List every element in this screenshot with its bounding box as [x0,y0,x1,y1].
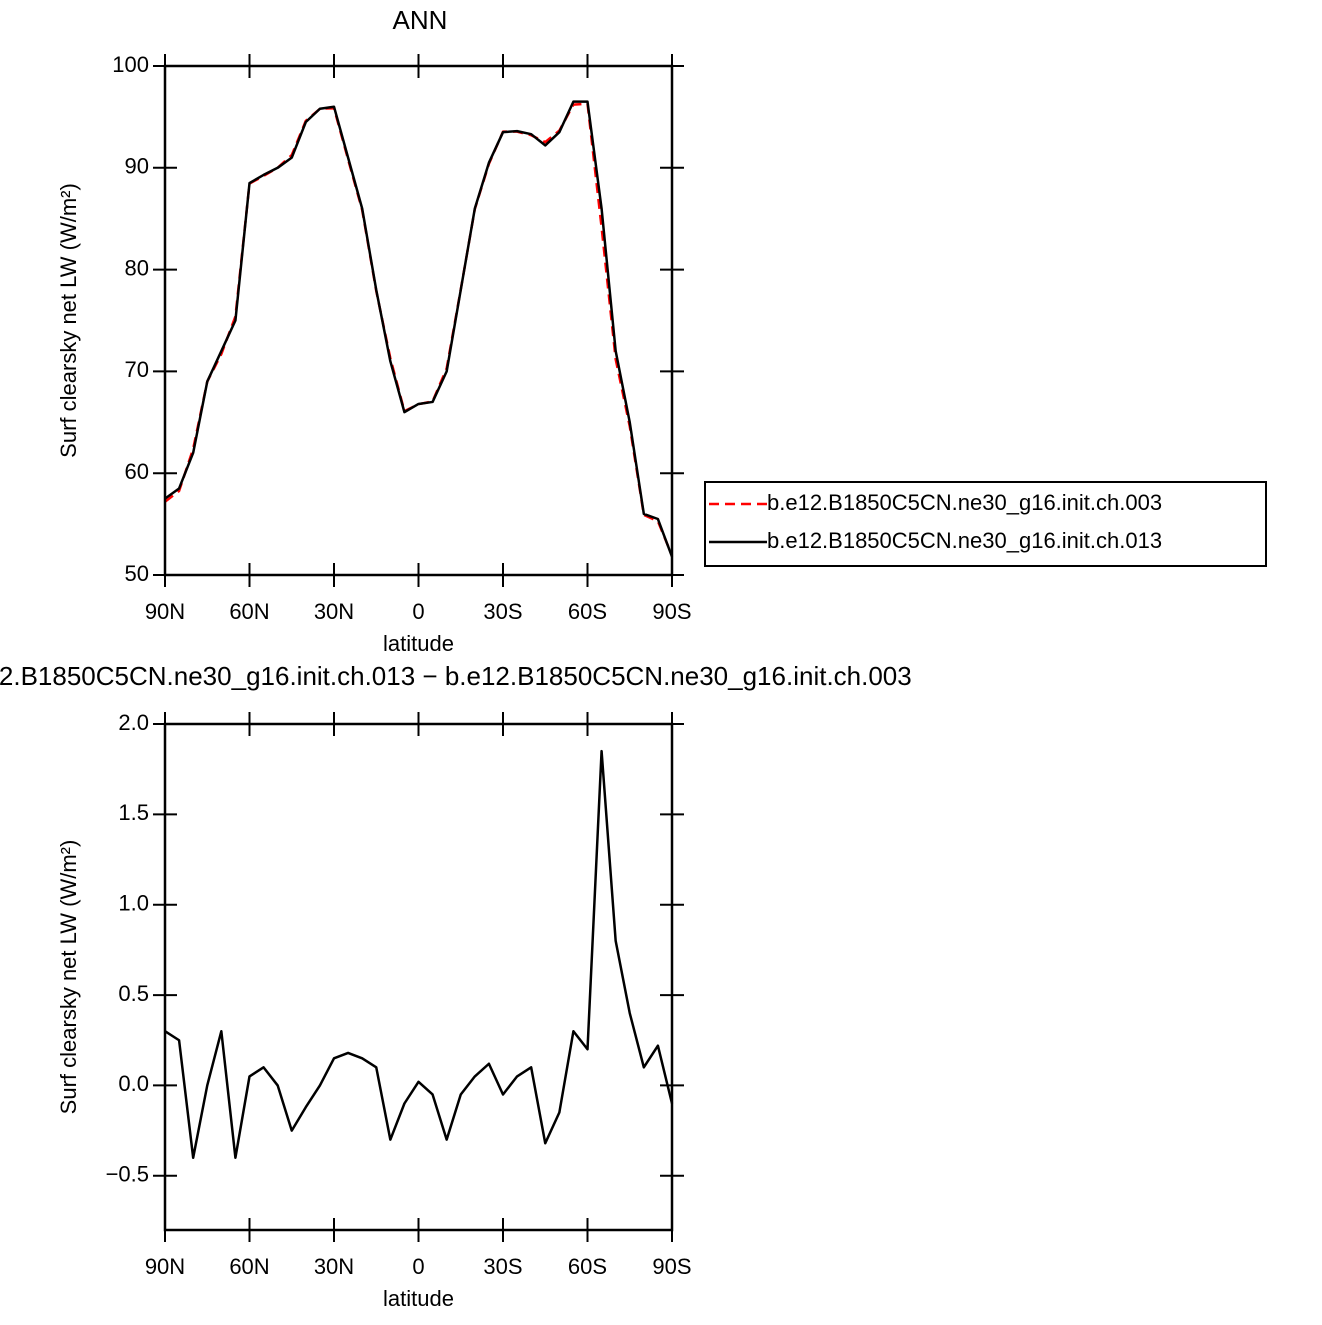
y-tick-label: 2.0 [118,710,149,735]
x-tick-label: 60S [568,599,607,624]
x-tick-label: 90S [652,1254,691,1279]
chart-title: ANN [393,5,448,35]
y-tick-label: 1.0 [118,891,149,916]
x-axis-label: latitude [383,631,454,656]
legend-label: b.e12.B1850C5CN.ne30_g16.init.ch.003 [767,490,1162,515]
x-tick-label: 30S [483,599,522,624]
x-tick-label: 30N [314,1254,354,1279]
line [164,749,674,1159]
x-tick-label: 90S [652,599,691,624]
y-tick-label: 50 [125,561,149,586]
x-tick-label: 30N [314,599,354,624]
y-tick-label: 60 [125,459,149,484]
y-tick-label: 0.5 [118,981,149,1006]
x-tick-label: 0 [412,1254,424,1279]
y-tick-label: 70 [125,357,149,382]
x-tick-label: 0 [412,599,424,624]
x-tick-label: 60N [229,1254,269,1279]
line [164,100,674,558]
x-tick-label: 90N [145,599,185,624]
x-tick-label: 30S [483,1254,522,1279]
x-axis-label: latitude [383,1286,454,1311]
y-axis-label: Surf clearsky net LW (W/m²) [56,840,81,1115]
x-tick-label: 60N [229,599,269,624]
plot-frame [163,722,674,1232]
chart-title: b.e12.B1850C5CN.ne30_g16.init.ch.013 − b… [0,661,912,691]
plot-frame [163,64,674,577]
y-axis-label: Surf clearsky net LW (W/m²) [56,183,81,458]
y-tick-label: 100 [112,52,149,77]
legend-box [704,481,1267,567]
legend-label: b.e12.B1850C5CN.ne30_g16.init.ch.013 [767,528,1162,553]
x-tick-label: 90N [145,1254,185,1279]
y-tick-label: −0.5 [106,1162,149,1187]
y-tick-label: 80 [125,255,149,280]
y-tick-label: 90 [125,154,149,179]
y-tick-label: 0.0 [118,1071,149,1096]
x-tick-label: 60S [568,1254,607,1279]
y-tick-label: 1.5 [118,800,149,825]
